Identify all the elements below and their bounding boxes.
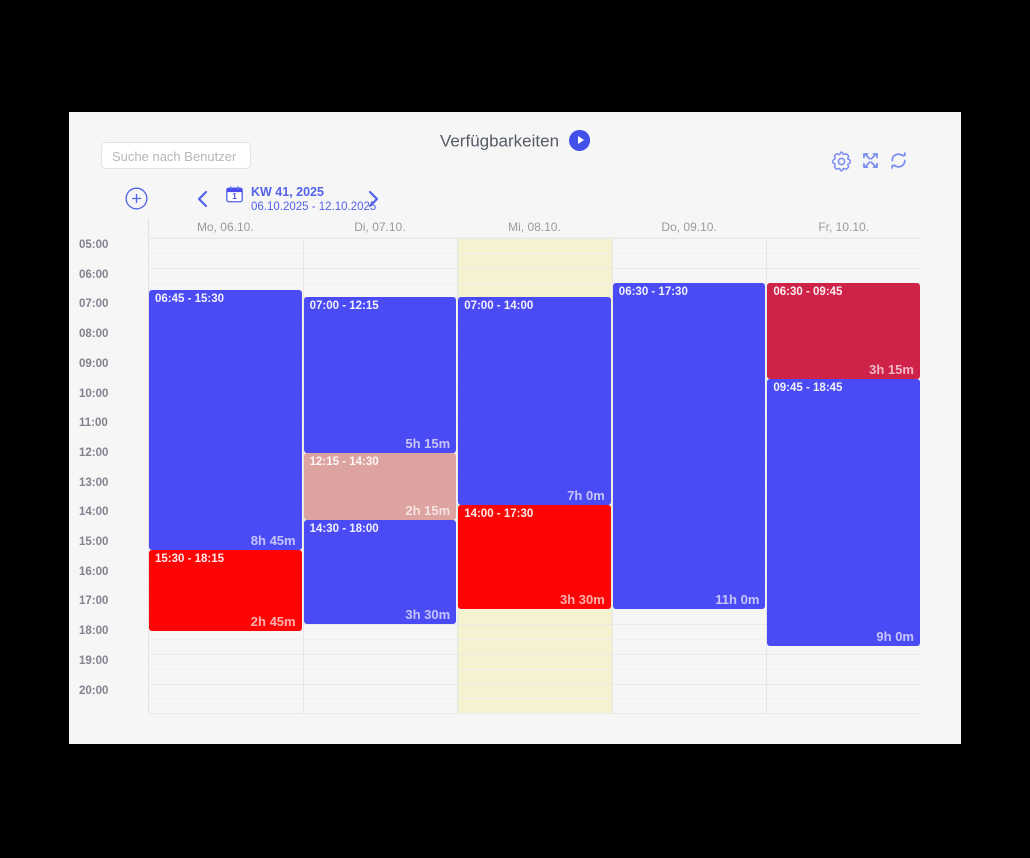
svg-text:1: 1 (232, 191, 237, 201)
